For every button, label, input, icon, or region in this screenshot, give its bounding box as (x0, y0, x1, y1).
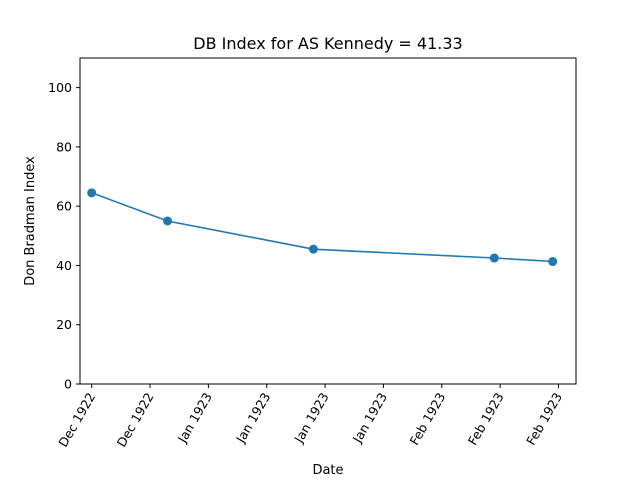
y-tick-label: 100 (48, 80, 72, 95)
data-point (489, 253, 499, 263)
data-point (308, 244, 318, 254)
y-tick-label: 80 (56, 139, 72, 154)
y-tick-label: 0 (64, 377, 72, 392)
x-axis-label: Date (312, 463, 343, 478)
data-point (163, 216, 173, 226)
plot-frame (79, 57, 577, 385)
y-tick-label: 20 (56, 317, 72, 332)
y-tick-label: 40 (56, 258, 72, 273)
y-tick-label: 60 (56, 199, 72, 214)
data-point (87, 188, 97, 198)
chart-title: DB Index for AS Kennedy = 41.33 (193, 34, 462, 53)
data-point (548, 257, 558, 267)
y-axis-label: Don Bradman Index (23, 156, 38, 286)
series-layer (87, 188, 558, 267)
